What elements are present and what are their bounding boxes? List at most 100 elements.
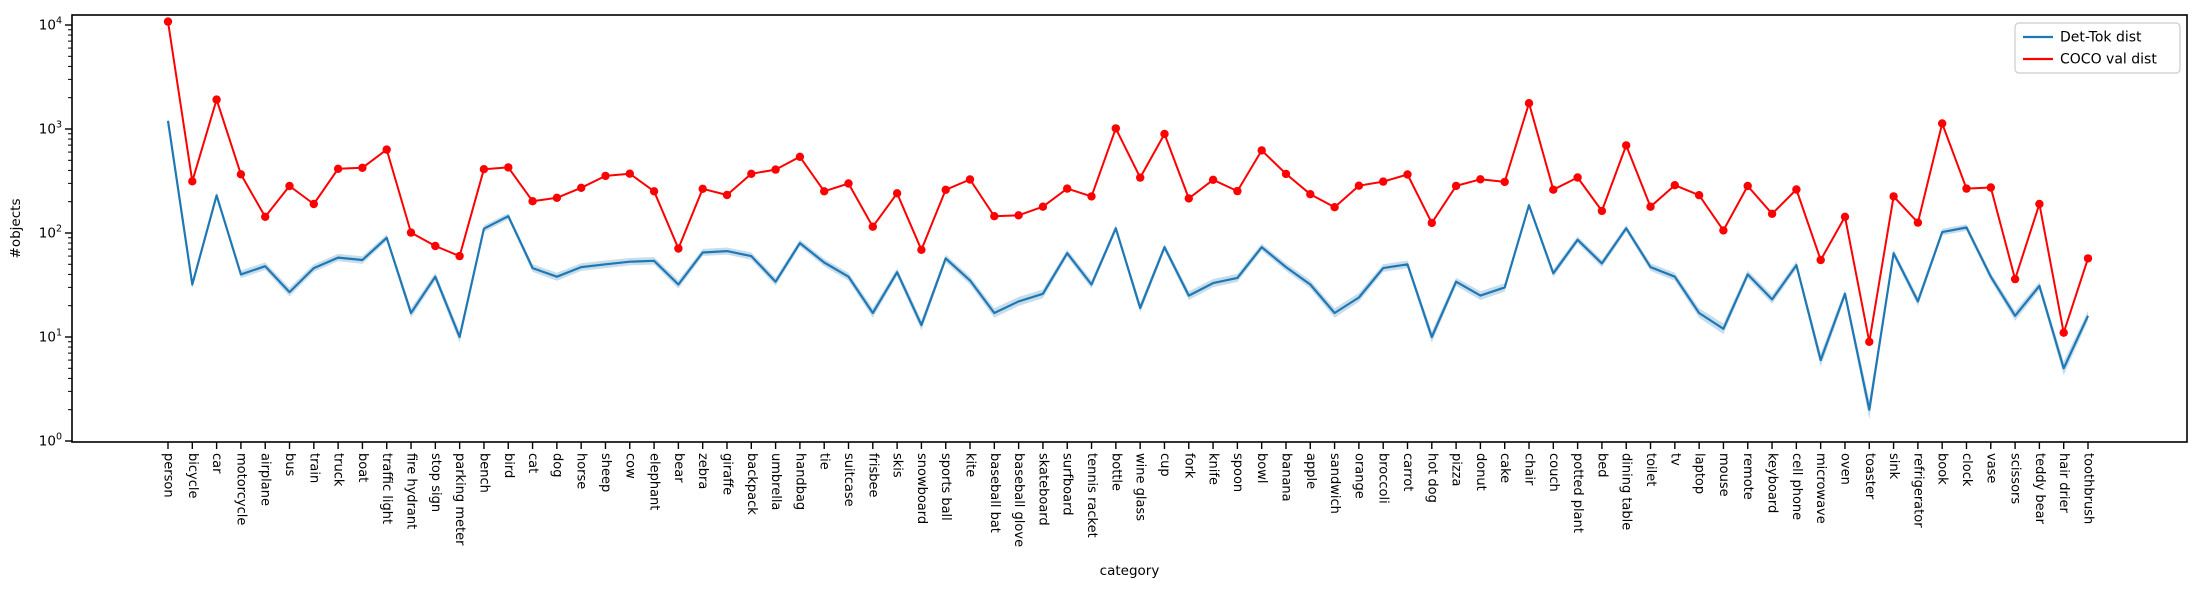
x-tick-label-bicycle: bicycle — [185, 453, 200, 498]
x-tick-label-horse: horse — [574, 453, 589, 489]
x-tick-label-spoon: spoon — [1230, 453, 1245, 492]
coco-val-point-toilet — [1646, 202, 1655, 211]
coco-val-point-parking-meter — [455, 251, 464, 261]
x-tick-label-tv: tv — [1667, 453, 1682, 466]
coco-val-point-cup — [1160, 129, 1169, 139]
x-tick-label-train: train — [306, 453, 321, 483]
coco-val-point-bench — [479, 165, 489, 174]
x-tick-label-bird: bird — [501, 453, 516, 478]
y-tick-label: 100 — [39, 432, 62, 450]
x-tick-label-baseball-glove: baseball glove — [1011, 453, 1026, 547]
coco-val-point-tie — [820, 187, 829, 196]
coco-val-point-frisbee — [868, 222, 877, 231]
y-axis-title: #objects — [8, 199, 24, 259]
coco-val-point-fire-hydrant — [406, 228, 416, 237]
plot-frame — [71, 14, 2188, 443]
x-tick-label-dog: dog — [549, 453, 564, 477]
x-tick-label-tennis-racket: tennis racket — [1084, 453, 1099, 538]
legend-label-det-tok: Det-Tok dist — [2060, 30, 2142, 46]
coco-val-point-traffic-light — [382, 145, 391, 154]
coco-val-point-microwave — [1816, 255, 1825, 265]
coco-val-point-cell-phone — [1792, 185, 1801, 194]
x-tick-label-umbrella: umbrella — [768, 453, 783, 510]
x-tick-label-wine-glass: wine glass — [1133, 453, 1148, 521]
x-tick-label-giraffe: giraffe — [719, 453, 734, 495]
coco-val-point-sports-ball — [941, 185, 950, 194]
coco-val-point-toothbrush — [2083, 254, 2093, 263]
x-tick-label-teddy-bear: teddy bear — [2032, 453, 2047, 525]
x-tick-label-fire-hydrant: fire hydrant — [404, 453, 419, 529]
y-tick-label: 101 — [39, 328, 62, 346]
x-tick-label-book: book — [1935, 453, 1950, 485]
coco-val-point-elephant — [649, 187, 659, 196]
coco-val-point-bed — [1597, 206, 1607, 216]
x-tick-label-apple: apple — [1303, 453, 1318, 489]
coco-val-point-broccoli — [1379, 177, 1388, 186]
coco-val-point-cat — [528, 197, 537, 206]
coco-val-point-wine-glass — [1136, 173, 1145, 182]
x-tick-label-bear: bear — [671, 453, 686, 483]
coco-val-point-clock — [1962, 184, 1971, 193]
coco-val-point-sheep — [601, 171, 610, 181]
x-tick-label-donut: donut — [1473, 453, 1488, 491]
x-tick-label-fork: fork — [1181, 453, 1196, 479]
coco-val-point-person — [163, 17, 173, 26]
x-tick-label-microwave: microwave — [1813, 453, 1828, 524]
x-tick-label-toilet: toilet — [1643, 453, 1658, 486]
coco-val-point-potted-plant — [1573, 173, 1582, 182]
coco-val-point-bird — [504, 163, 513, 172]
y-tick-label: 102 — [39, 224, 62, 242]
coco-val-point-horse — [577, 183, 586, 192]
x-tick-label-car: car — [209, 453, 224, 474]
x-tick-label-sports-ball: sports ball — [938, 453, 953, 521]
x-tick-label-boat: boat — [355, 453, 370, 482]
x-tick-label-dining-table: dining table — [1619, 453, 1634, 530]
coco-val-point-vase — [1986, 183, 1996, 192]
coco-val-point-bottle — [1111, 124, 1121, 133]
coco-val-point-donut — [1476, 175, 1485, 184]
x-tick-label-laptop: laptop — [1692, 453, 1707, 494]
x-tick-label-remote: remote — [1740, 453, 1755, 500]
coco-val-point-laptop — [1694, 191, 1704, 200]
coco-val-point-cake — [1500, 177, 1509, 187]
x-tick-label-bench: bench — [476, 453, 491, 493]
x-tick-label-knife: knife — [1206, 453, 1221, 485]
x-tick-label-tie: tie — [817, 453, 832, 470]
coco-val-point-snowboard — [917, 245, 926, 254]
x-tick-label-bus: bus — [282, 453, 297, 476]
x-tick-label-motorcycle: motorcycle — [233, 453, 248, 525]
coco-val-point-apple — [1306, 190, 1315, 199]
coco-val-point-banana — [1281, 169, 1291, 179]
coco-val-point-orange — [1354, 181, 1364, 190]
legend-box — [2014, 22, 2181, 74]
coco-val-point-cow — [625, 169, 634, 178]
x-tick-label-skateboard: skateboard — [1035, 453, 1050, 526]
coco-val-point-book — [1938, 119, 1947, 128]
x-tick-label-cup: cup — [1157, 453, 1172, 477]
x-tick-label-zebra: zebra — [695, 453, 710, 489]
x-tick-label-potted-plant: potted plant — [1570, 453, 1585, 533]
x-tick-label-elephant: elephant — [647, 453, 662, 510]
x-tick-label-cell-phone: cell phone — [1789, 453, 1804, 520]
coco-val-point-pizza — [1451, 181, 1461, 191]
coco-val-point-skateboard — [1038, 202, 1048, 211]
coco-val-point-dog — [552, 193, 562, 202]
x-tick-label-carrot: carrot — [1400, 453, 1415, 491]
coco-val-point-backpack — [747, 169, 756, 178]
coco-val-point-tennis-racket — [1087, 192, 1096, 201]
x-tick-label-toaster: toaster — [1862, 453, 1877, 500]
coco-val-point-chair — [1524, 99, 1534, 108]
coco-val-point-scissors — [2010, 274, 2020, 284]
x-tick-label-broccoli: broccoli — [1376, 453, 1391, 504]
x-tick-label-banana: banana — [1278, 453, 1293, 502]
coco-val-point-umbrella — [771, 165, 780, 174]
x-tick-label-parking-meter: parking meter — [452, 453, 467, 546]
x-tick-label-kite: kite — [963, 453, 978, 477]
coco-val-point-teddy-bear — [2035, 199, 2044, 209]
coco-val-point-truck — [333, 164, 343, 173]
coco-val-point-keyboard — [1767, 209, 1777, 218]
coco-val-point-carrot — [1403, 170, 1412, 179]
